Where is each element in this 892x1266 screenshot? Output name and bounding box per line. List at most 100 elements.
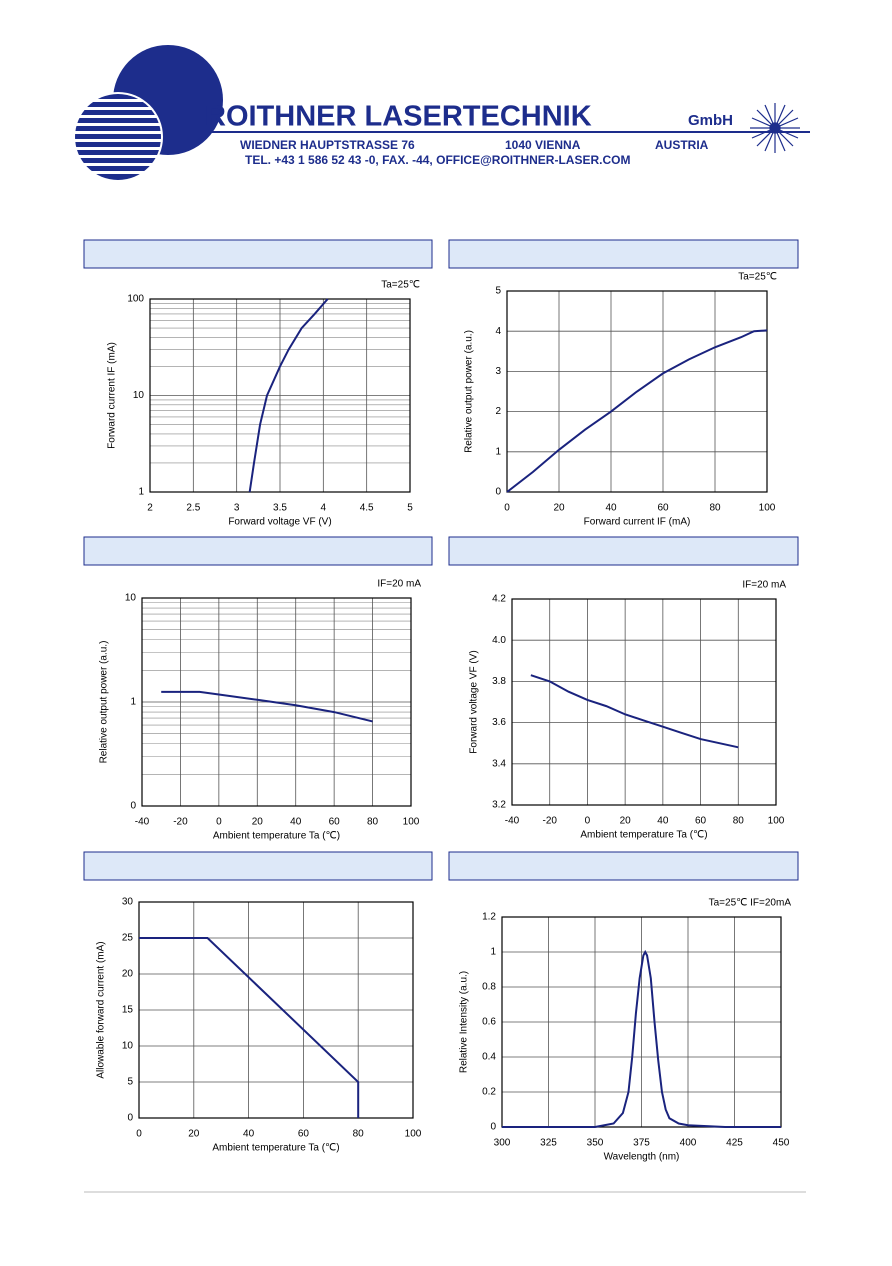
x-tick-label: 60 [657, 503, 669, 514]
y-tick-label: 0.2 [482, 1087, 496, 1098]
x-tick-label: 400 [680, 1138, 697, 1149]
x-tick-label: 80 [733, 816, 745, 827]
y-tick-label: 15 [122, 1005, 134, 1016]
annotation: Ta=25℃ IF=20mA [709, 898, 792, 909]
plot-frame [138, 901, 414, 1119]
y-tick-label: 0 [490, 1122, 496, 1133]
y-tick-label: 1 [490, 947, 496, 958]
plot-area [512, 599, 776, 805]
address: WIEDNER HAUPTSTRASSE 76 [240, 138, 415, 152]
y-tick-label: 3.6 [492, 717, 506, 728]
x-tick-label: 0 [136, 1129, 142, 1140]
x-tick-label: 0 [585, 816, 591, 827]
y-axis-label: Relative Intensity (a.u.) [459, 971, 470, 1073]
x-tick-label: 4.5 [360, 503, 374, 514]
y-tick-label: 3.8 [492, 676, 506, 687]
x-tick-label: 20 [553, 503, 565, 514]
x-tick-label: 0 [504, 503, 510, 514]
x-tick-label: 3 [234, 503, 240, 514]
curve [139, 937, 360, 1118]
x-tick-label: -40 [135, 817, 150, 828]
y-tick-label: 10 [125, 593, 137, 604]
x-tick-label: 2.5 [186, 503, 200, 514]
x-tick-label: 300 [494, 1138, 511, 1149]
plot-frame [506, 290, 768, 493]
curve [506, 329, 768, 493]
plot-frame [501, 916, 782, 1128]
x-tick-label: 4 [321, 503, 327, 514]
y-tick-label: 30 [122, 897, 134, 908]
y-tick-label: 100 [127, 294, 144, 305]
company-suffix: GmbH [688, 112, 733, 129]
y-tick-label: 0.4 [482, 1052, 496, 1063]
annotation: Ta=25℃ [738, 272, 777, 283]
x-tick-label: 80 [353, 1129, 365, 1140]
star [750, 103, 800, 153]
x-tick-label: 5 [407, 503, 413, 514]
annotation: IF=20 mA [742, 580, 786, 591]
y-axis-label: Relative output power (a.u.) [99, 641, 110, 764]
y-axis-label: Forward voltage VF (V) [469, 650, 480, 753]
x-tick-label: 2 [147, 503, 153, 514]
x-axis-label: Wavelength (nm) [604, 1152, 680, 1163]
x-tick-label: 350 [587, 1138, 604, 1149]
annotation: Ta=25℃ [381, 280, 420, 291]
y-tick-label: 10 [133, 390, 145, 401]
x-tick-label: 100 [759, 503, 776, 514]
x-axis-label: Ambient temperature Ta (℃) [213, 831, 340, 842]
x-tick-label: -20 [173, 817, 188, 828]
x-tick-label: 40 [657, 816, 669, 827]
annotation: IF=20 mA [377, 579, 421, 590]
y-tick-label: 25 [122, 933, 134, 944]
y-tick-label: 5 [495, 286, 501, 297]
y-axis-label: Forward current IF (mA) [107, 342, 118, 449]
x-tick-label: 60 [329, 817, 341, 828]
x-tick-label: 20 [620, 816, 632, 827]
y-tick-label: 10 [122, 1041, 134, 1052]
y-axis-label: Relative output power (a.u.) [464, 330, 475, 453]
logo [73, 45, 223, 182]
y-tick-label: 20 [122, 969, 134, 980]
y-tick-label: 4.0 [492, 635, 506, 646]
y-tick-label: 3.4 [492, 758, 506, 769]
x-tick-label: 60 [298, 1129, 310, 1140]
x-tick-label: 100 [768, 816, 785, 827]
x-axis-label: Ambient temperature Ta (℃) [580, 830, 707, 841]
x-tick-label: 40 [290, 817, 302, 828]
x-axis-label: Forward current IF (mA) [584, 517, 691, 528]
x-tick-label: 375 [633, 1138, 650, 1149]
x-tick-label: 0 [216, 817, 222, 828]
curve [502, 949, 781, 1128]
x-tick-label: 40 [605, 503, 617, 514]
plot-frame [149, 298, 411, 493]
country: AUSTRIA [655, 138, 709, 152]
curve [248, 298, 329, 493]
x-tick-label: 80 [367, 817, 379, 828]
curve [161, 690, 373, 723]
y-tick-label: 0 [127, 1113, 133, 1124]
x-tick-label: 100 [405, 1129, 422, 1140]
x-axis-label: Ambient temperature Ta (℃) [212, 1143, 339, 1154]
y-tick-label: 0 [130, 801, 136, 812]
x-tick-label: -20 [542, 816, 557, 827]
x-tick-label: 20 [252, 817, 264, 828]
company: ROITHNER LASERTECHNIK [205, 101, 592, 133]
y-tick-label: 0 [495, 487, 501, 498]
x-tick-label: 100 [403, 817, 420, 828]
x-tick-label: 20 [188, 1129, 200, 1140]
contact: TEL. +43 1 586 52 43 -0, FAX. -44, OFFIC… [245, 153, 630, 167]
y-tick-label: 4.2 [492, 594, 506, 605]
y-tick-label: 1 [138, 487, 144, 498]
y-tick-label: 4 [495, 326, 501, 337]
y-tick-label: 5 [127, 1077, 133, 1088]
y-tick-label: 3 [495, 366, 501, 377]
y-tick-label: 1.2 [482, 912, 496, 923]
y-tick-label: 0.8 [482, 982, 496, 993]
x-tick-label: 3.5 [273, 503, 287, 514]
y-tick-label: 2 [495, 406, 501, 417]
curve [530, 674, 739, 749]
x-axis-label: Forward voltage VF (V) [228, 517, 331, 528]
y-tick-label: 1 [495, 446, 501, 457]
plot-frame [511, 598, 777, 806]
